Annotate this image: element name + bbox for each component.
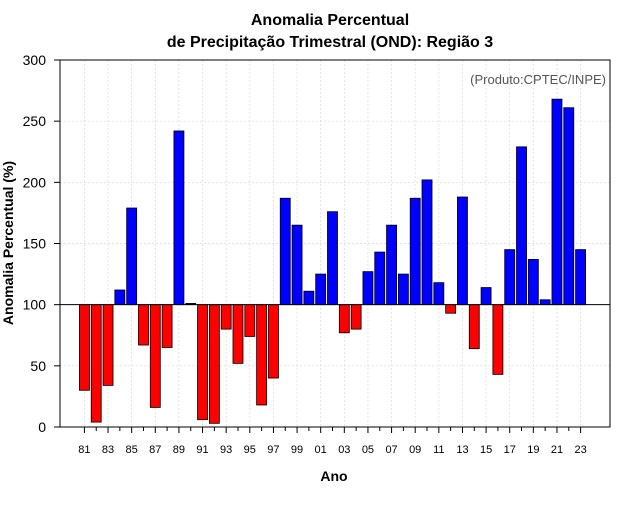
bar-97 (268, 304, 279, 379)
x-tick-label-91: 91 (196, 444, 208, 456)
x-tick-label-03: 03 (338, 444, 350, 456)
y-axis-title: Anomalia Percentual (%) (0, 161, 16, 325)
bar-04 (350, 304, 362, 330)
bar-87 (149, 304, 161, 408)
x-tick-label-07: 07 (385, 444, 397, 456)
chart-title-line-2: de Precipitação Trimestral (OND): Região… (167, 34, 493, 51)
bar-19 (527, 259, 539, 306)
x-tick-label-87: 87 (149, 444, 161, 456)
x-tick-label-09: 09 (409, 444, 421, 456)
bar-23 (575, 249, 586, 306)
y-tick-label-200: 200 (23, 174, 47, 190)
bar-96 (256, 304, 268, 406)
bar-09 (409, 197, 421, 306)
bar-88 (161, 304, 173, 348)
bar-86 (138, 304, 149, 346)
bar-95 (244, 304, 256, 337)
bar-05 (362, 271, 374, 306)
bar-03 (338, 304, 350, 334)
bar-11 (433, 282, 445, 306)
x-tick-label-95: 95 (244, 444, 256, 456)
bar-17 (504, 249, 516, 306)
bar-12 (445, 304, 457, 314)
bar-93 (220, 304, 232, 330)
bar-81 (79, 304, 90, 391)
credit-text: (Produto:CPTEC/INPE) (470, 72, 606, 87)
bar-00 (303, 290, 315, 306)
x-tick-label-17: 17 (504, 444, 516, 456)
bar-06 (374, 251, 386, 306)
bar-92 (208, 304, 220, 424)
x-tick-label-99: 99 (291, 444, 303, 456)
x-tick-label-89: 89 (173, 444, 185, 456)
bar-10 (421, 179, 433, 306)
bar-89 (173, 130, 185, 306)
x-axis-ticks: 81 83 85 87 89 91 93 95 97 99 01 03 05 07 09 11 13 15 17 19… (78, 427, 587, 456)
bar-18 (516, 146, 527, 306)
bar-15 (480, 287, 492, 306)
y-tick-label-50: 50 (30, 358, 46, 374)
bar-99 (291, 224, 303, 306)
x-tick-label-05: 05 (362, 444, 374, 456)
x-tick-label-23: 23 (574, 444, 586, 456)
bar-07 (386, 224, 397, 306)
y-tick-label-150: 150 (23, 236, 47, 252)
y-tick-label-100: 100 (23, 297, 47, 313)
y-tick-label-300: 300 (23, 52, 47, 68)
x-tick-label-21: 21 (551, 444, 563, 456)
x-tick-label-81: 81 (78, 444, 90, 456)
bar-08 (397, 273, 409, 306)
y-axis-ticks: 0 50 100 150 200 250 300 (23, 52, 60, 435)
x-tick-label-93: 93 (220, 444, 232, 456)
bar-13 (457, 196, 468, 306)
bar-94 (232, 304, 244, 364)
bar-01 (315, 273, 327, 306)
bar-98 (279, 197, 291, 306)
x-tick-label-83: 83 (102, 444, 114, 456)
bar-84 (114, 289, 126, 306)
bar-20 (539, 299, 551, 306)
x-axis-title: Ano (320, 468, 347, 484)
bar-21 (551, 98, 563, 306)
bar-82 (90, 304, 102, 423)
bar-16 (492, 304, 504, 375)
x-tick-label-19: 19 (527, 444, 539, 456)
bar-02 (327, 211, 338, 306)
bar-91 (197, 304, 208, 421)
x-tick-label-85: 85 (126, 444, 138, 456)
y-tick-label-250: 250 (23, 113, 47, 129)
x-tick-label-13: 13 (456, 444, 468, 456)
x-tick-label-01: 01 (315, 444, 327, 456)
chart-title-line-1: Anomalia Percentual (251, 12, 409, 29)
bar-14 (468, 304, 480, 350)
x-tick-label-11: 11 (433, 444, 444, 456)
bar-83 (102, 304, 114, 386)
x-tick-label-15: 15 (480, 444, 492, 456)
bar-22 (563, 107, 575, 306)
x-tick-label-97: 97 (267, 444, 279, 456)
bar-85 (126, 207, 138, 306)
y-tick-label-0: 0 (38, 419, 46, 435)
